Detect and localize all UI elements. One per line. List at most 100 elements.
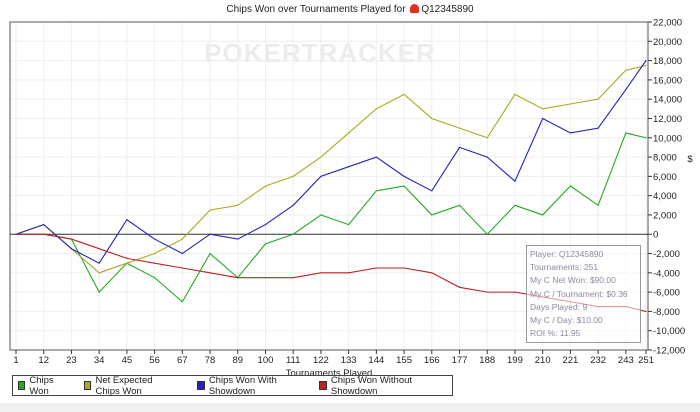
data-point [348, 272, 350, 274]
data-point [98, 291, 100, 293]
data-point [237, 204, 239, 206]
x-tick-label: 155 [396, 355, 412, 366]
chart-legend: Chips Won Net Expected Chips Won Chips Won… [12, 375, 453, 397]
data-point [458, 204, 461, 206]
data-point [126, 262, 128, 264]
data-point [514, 180, 516, 182]
data-point [597, 127, 599, 129]
x-tick-label: 89 [232, 355, 243, 366]
data-point [348, 166, 350, 168]
data-point [542, 214, 544, 216]
y-tick-label: 6,000 [653, 172, 677, 183]
x-axis-label: Tournaments Played [286, 368, 373, 379]
tooltip-line: My C Net Won: $90.00 [530, 275, 616, 286]
data-point [645, 137, 647, 139]
data-point [70, 248, 73, 250]
data-point [431, 214, 433, 216]
data-point [375, 156, 377, 158]
data-point [597, 204, 599, 206]
x-tick-label: 251 [638, 355, 654, 366]
y-tick-label: 18,000 [653, 56, 682, 67]
x-tick-label: 100 [258, 355, 274, 366]
data-point [375, 190, 377, 192]
legend-item[interactable]: Chips Won [18, 375, 65, 397]
legend-label: Chips Won With Showdown [208, 374, 277, 397]
legend-item[interactable]: Chips Won Without Showdown [319, 375, 433, 397]
y-tick-label: -8,000 [653, 307, 680, 318]
legend-item[interactable]: Chips Won With Showdown [197, 375, 300, 397]
data-point [292, 204, 294, 206]
legend-swatch [18, 381, 26, 390]
x-tick-label: 166 [424, 355, 440, 366]
x-tick-label: 12 [38, 355, 49, 366]
data-point [209, 233, 211, 235]
y-tick-label: -6,000 [653, 288, 680, 299]
data-point [70, 238, 73, 240]
y-tick-label: 0 [653, 230, 658, 241]
x-tick-label: 221 [562, 355, 578, 366]
data-point [15, 233, 17, 235]
plot-frame [9, 21, 649, 351]
data-point [98, 262, 100, 264]
data-point [181, 252, 183, 255]
data-point [403, 267, 405, 269]
data-point [98, 248, 100, 250]
footer-bar [0, 403, 700, 412]
y-tick-label: 12,000 [653, 114, 682, 125]
data-point [542, 108, 544, 110]
data-point [264, 223, 267, 226]
player-name: Q12345890 [421, 4, 474, 15]
y-tick-label: 10,000 [653, 133, 682, 144]
data-point [320, 156, 322, 158]
data-point [348, 223, 350, 226]
x-tick-label: 144 [368, 355, 384, 366]
legend-item[interactable]: Net Expected Chips Won [84, 375, 178, 397]
legend-label: Net Expected Chips Won [95, 374, 153, 397]
series-line-1 [15, 64, 647, 274]
data-point [569, 185, 572, 187]
y-tick-label: 22,000 [653, 18, 682, 29]
data-point [645, 310, 647, 313]
x-tick-label: 34 [94, 355, 105, 366]
tooltip-line: Player: Q12345890 [530, 249, 604, 259]
legend-swatch [319, 381, 327, 390]
tooltip-line: ROI %: 11.95 [530, 328, 581, 339]
data-point [514, 291, 516, 293]
data-point [209, 272, 211, 274]
data-point [486, 137, 488, 139]
data-point [154, 262, 156, 264]
legend-swatch [84, 381, 92, 390]
x-tick-label: 56 [149, 355, 160, 366]
data-point [625, 132, 627, 134]
data-point [514, 204, 516, 206]
pokerstars-icon [410, 4, 420, 13]
data-point [98, 272, 100, 274]
x-tick-label: 188 [479, 355, 495, 366]
data-point [403, 185, 405, 187]
data-point [514, 93, 516, 95]
data-point [375, 108, 377, 110]
watermark-logo: POKERTRACKER [204, 38, 436, 68]
chart-title: Chips Won over Tournaments Played for Q1… [226, 4, 474, 15]
y-tick-label: 20,000 [653, 37, 682, 48]
y-tick-label: -2,000 [653, 249, 680, 260]
data-point [292, 233, 294, 235]
tooltip-line: My C / Day: $10.00 [530, 314, 603, 325]
data-point [154, 252, 156, 255]
data-point [320, 175, 322, 177]
x-tick-label: 45 [122, 355, 133, 366]
data-point [569, 103, 572, 105]
y-tick-label: 16,000 [653, 75, 682, 86]
data-point [625, 69, 627, 71]
data-point [126, 257, 128, 259]
y-tick-label: 8,000 [653, 153, 677, 164]
legend-label: Chips Won [29, 374, 54, 397]
data-point [181, 301, 183, 303]
data-point [181, 238, 183, 240]
data-point [431, 190, 433, 192]
data-point [264, 185, 267, 187]
data-point [209, 252, 211, 255]
series-line-0 [16, 132, 647, 303]
data-point [320, 272, 322, 274]
data-point [569, 132, 572, 134]
